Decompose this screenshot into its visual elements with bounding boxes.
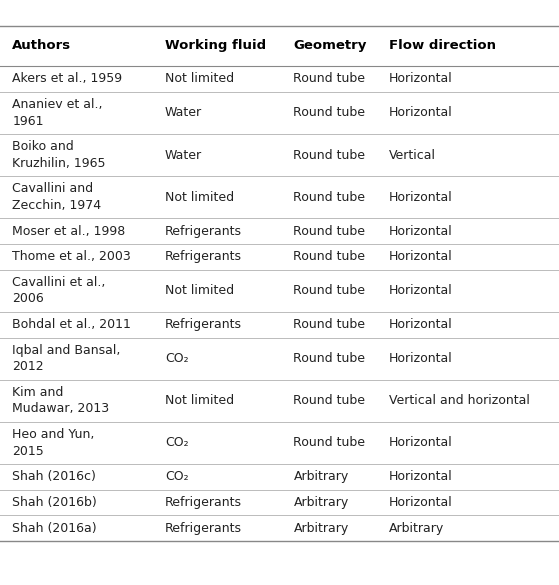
Text: Vertical: Vertical [389,149,435,161]
Text: Refrigerants: Refrigerants [165,250,242,263]
Text: Horizontal: Horizontal [389,318,452,331]
Text: Horizontal: Horizontal [389,225,452,238]
Text: Refrigerants: Refrigerants [165,522,242,535]
Text: Vertical and horizontal: Vertical and horizontal [389,394,529,407]
Text: Shah (2016a): Shah (2016a) [12,522,97,535]
Text: Akers et al., 1959: Akers et al., 1959 [12,73,122,85]
Text: Round tube: Round tube [293,73,366,85]
Text: Bohdal et al., 2011: Bohdal et al., 2011 [12,318,131,331]
Text: Round tube: Round tube [293,436,366,449]
Text: Not limited: Not limited [165,73,234,85]
Text: Cavallini and
Zecchin, 1974: Cavallini and Zecchin, 1974 [12,183,101,212]
Text: Shah (2016b): Shah (2016b) [12,496,97,509]
Text: Arbitrary: Arbitrary [293,470,349,483]
Text: Ananiev et al.,
1961: Ananiev et al., 1961 [12,98,103,128]
Text: Water: Water [165,149,202,161]
Text: CO₂: CO₂ [165,470,188,483]
Text: Refrigerants: Refrigerants [165,496,242,509]
Text: Horizontal: Horizontal [389,73,452,85]
Text: Round tube: Round tube [293,191,366,204]
Text: Horizontal: Horizontal [389,250,452,263]
Text: Round tube: Round tube [293,318,366,331]
Text: CO₂: CO₂ [165,352,188,365]
Text: Arbitrary: Arbitrary [293,496,349,509]
Text: Not limited: Not limited [165,191,234,204]
Text: Round tube: Round tube [293,149,366,161]
Text: Round tube: Round tube [293,394,366,407]
Text: Working fluid: Working fluid [165,39,266,52]
Text: CO₂: CO₂ [165,436,188,449]
Text: Round tube: Round tube [293,284,366,297]
Text: Not limited: Not limited [165,394,234,407]
Text: Flow direction: Flow direction [389,39,495,52]
Text: Horizontal: Horizontal [389,470,452,483]
Text: Horizontal: Horizontal [389,106,452,119]
Text: Horizontal: Horizontal [389,496,452,509]
Text: Not limited: Not limited [165,284,234,297]
Text: Refrigerants: Refrigerants [165,225,242,238]
Text: Horizontal: Horizontal [389,191,452,204]
Text: Round tube: Round tube [293,225,366,238]
Text: Thome et al., 2003: Thome et al., 2003 [12,250,131,263]
Text: Moser et al., 1998: Moser et al., 1998 [12,225,126,238]
Text: Horizontal: Horizontal [389,284,452,297]
Text: Horizontal: Horizontal [389,436,452,449]
Text: Cavallini et al.,
2006: Cavallini et al., 2006 [12,276,106,305]
Text: Refrigerants: Refrigerants [165,318,242,331]
Text: Heo and Yun,
2015: Heo and Yun, 2015 [12,428,94,457]
Text: Round tube: Round tube [293,250,366,263]
Text: Boiko and
Kruzhilin, 1965: Boiko and Kruzhilin, 1965 [12,140,106,170]
Text: Shah (2016c): Shah (2016c) [12,470,96,483]
Text: Iqbal and Bansal,
2012: Iqbal and Bansal, 2012 [12,344,121,373]
Text: Horizontal: Horizontal [389,352,452,365]
Text: Water: Water [165,106,202,119]
Text: Kim and
Mudawar, 2013: Kim and Mudawar, 2013 [12,386,110,415]
Text: Arbitrary: Arbitrary [389,522,444,535]
Text: Arbitrary: Arbitrary [293,522,349,535]
Text: Geometry: Geometry [293,39,367,52]
Text: Round tube: Round tube [293,106,366,119]
Text: Authors: Authors [12,39,72,52]
Text: Round tube: Round tube [293,352,366,365]
